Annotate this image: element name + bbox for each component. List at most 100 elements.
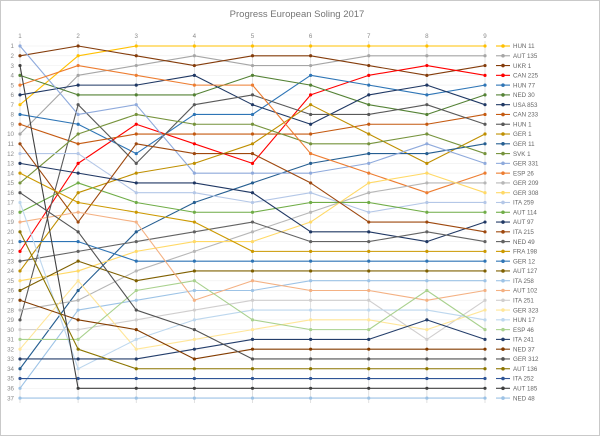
series-point (250, 44, 255, 48)
series-point (134, 269, 138, 273)
legend-marker (501, 190, 505, 195)
series-point (367, 142, 371, 146)
series-point (367, 249, 371, 253)
series-point (309, 44, 313, 48)
legend-label: ITA 258 (513, 278, 534, 285)
series-point (134, 240, 138, 244)
series-point (309, 73, 313, 77)
series-point (18, 210, 22, 214)
series-point (309, 308, 313, 312)
series-ned-37 (18, 298, 487, 361)
series-point (18, 93, 22, 97)
series-lines (18, 44, 487, 400)
series-point (18, 63, 22, 68)
series-point (309, 230, 313, 234)
y-tick-label: 15 (7, 180, 14, 187)
series-point (483, 210, 487, 214)
y-tick-label: 12 (7, 151, 14, 158)
series-point (425, 210, 429, 214)
series-point (192, 367, 196, 371)
series-point (76, 210, 80, 214)
series-point (483, 44, 487, 48)
series-point (425, 103, 429, 107)
series-point (425, 249, 429, 253)
series-point (483, 200, 487, 205)
series-point (18, 240, 22, 244)
series-point (134, 151, 138, 156)
legend-marker (501, 122, 505, 127)
series-point (134, 367, 138, 371)
series-point (134, 132, 138, 136)
legend-label: GER 1 (513, 131, 532, 138)
series-point (18, 269, 22, 273)
series-point (250, 288, 255, 293)
series-point (192, 181, 196, 185)
legend-item-fra-198: FRA 198 (496, 249, 538, 256)
series-point (250, 83, 255, 87)
series-point (483, 337, 487, 341)
series-point (134, 396, 138, 400)
chart-title: Progress European Soling 2017 (230, 9, 365, 20)
series-point (18, 132, 22, 136)
series-point (425, 73, 429, 77)
series-point (250, 337, 255, 341)
legend-item-ger-331: GER 331 (496, 161, 539, 168)
legend-item-esp-26: ESP 26 (496, 170, 534, 177)
series-point (76, 249, 80, 253)
y-tick-label: 20 (7, 229, 14, 236)
series-point (192, 103, 196, 107)
series-point (18, 376, 22, 381)
legend-marker (501, 376, 505, 381)
legend-marker (501, 249, 505, 254)
series-point (250, 220, 255, 224)
y-tick-label: 4 (11, 73, 15, 80)
series-point (18, 386, 22, 390)
series-point (76, 161, 80, 165)
legend-marker (501, 230, 505, 234)
series-point (18, 103, 22, 107)
x-tick-label: 4 (193, 33, 197, 40)
y-tick-label: 14 (7, 170, 14, 177)
legend-label: GER 308 (513, 190, 539, 197)
series-point (309, 54, 313, 58)
series-point (483, 308, 487, 312)
series-point (309, 337, 313, 341)
y-tick-label: 36 (7, 386, 14, 393)
series-point (483, 54, 487, 58)
y-tick-label: 29 (7, 317, 14, 324)
series-point (192, 142, 196, 146)
series-point (76, 93, 80, 97)
series-point (483, 318, 487, 322)
series-point (367, 318, 371, 322)
series-point (192, 396, 196, 400)
series-point (367, 328, 371, 332)
series-ger-12 (18, 240, 487, 263)
series-point (367, 220, 371, 224)
series-point (367, 376, 371, 381)
series-point (367, 191, 371, 195)
legend-label: NED 48 (513, 395, 535, 402)
series-fra-198 (18, 171, 487, 253)
legend-label: HUN 11 (513, 43, 535, 50)
series-point (425, 347, 429, 351)
legend-label: AUT 136 (513, 366, 538, 373)
y-tick-label: 19 (7, 219, 14, 226)
y-tick-label: 18 (7, 209, 14, 216)
series-point (18, 191, 22, 195)
series-point (425, 200, 429, 205)
series-point (425, 367, 429, 371)
x-tick-label: 2 (76, 33, 80, 40)
series-point (250, 376, 255, 381)
legend-marker (501, 366, 505, 371)
y-tick-label: 11 (8, 141, 15, 148)
y-tick-label: 8 (11, 112, 15, 119)
series-point (134, 279, 138, 283)
series-point (134, 112, 138, 117)
series-point (367, 93, 371, 97)
series-aut-136 (18, 230, 487, 371)
legend-label: ITA 252 (513, 376, 534, 383)
series-point (76, 73, 80, 77)
y-tick-label: 30 (7, 327, 14, 334)
legend-label: HUN 1 (513, 121, 532, 128)
legend-label: USA 853 (513, 102, 538, 109)
